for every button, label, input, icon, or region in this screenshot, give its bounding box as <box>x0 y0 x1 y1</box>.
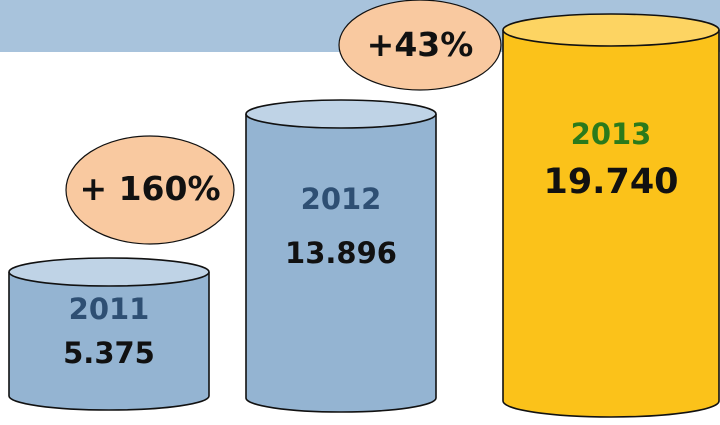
bar-2012-body <box>245 114 437 413</box>
growth-bubble-2013: +43% <box>338 0 502 91</box>
bar-2013-top <box>502 13 720 47</box>
tick-label-2011: 2011 <box>69 292 150 326</box>
growth-bubble-2013-shape <box>338 0 502 91</box>
tick-label-2013: 2013 <box>571 117 652 151</box>
value-label-2012: 13.896 <box>285 236 397 270</box>
growth-label-2013: +43% <box>367 25 474 64</box>
bar-2012-top <box>245 99 437 129</box>
bar-2013-body <box>502 30 720 418</box>
value-label-2013: 19.740 <box>543 162 678 202</box>
bar-2011: 2011 5.375 <box>8 257 210 411</box>
growth-label-2012: + 160% <box>79 169 220 208</box>
tick-label-2012: 2012 <box>301 182 382 216</box>
bar-2011-top <box>8 257 210 287</box>
value-label-2011: 5.375 <box>63 336 155 370</box>
growth-bubble-2012: + 160% <box>65 135 235 245</box>
bar-2012: 2012 13.896 <box>245 99 437 413</box>
bar-2013: 2013 19.740 <box>502 13 720 418</box>
growth-bubble-2012-shape <box>65 135 235 245</box>
bar-2011-body <box>8 272 210 411</box>
